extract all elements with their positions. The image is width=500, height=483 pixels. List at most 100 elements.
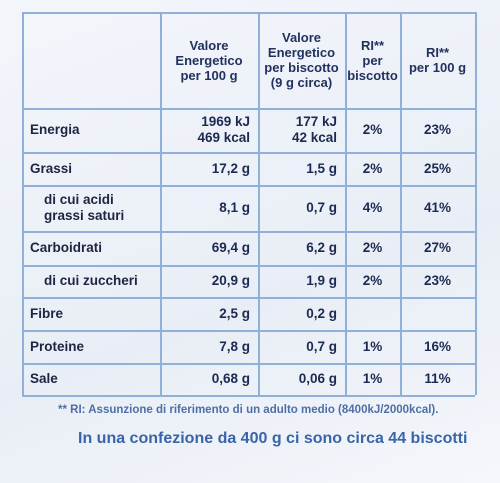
text-line: 2% xyxy=(362,122,383,137)
header-cell: Valore Energetico per biscotto (9 g circa) xyxy=(258,12,345,108)
value-cell: 0,68 g xyxy=(160,363,258,395)
text-line: RI** xyxy=(360,37,385,53)
text-line: 23% xyxy=(423,122,452,137)
header-cell: RI** per 100 g xyxy=(400,12,475,108)
value-cell: 1% xyxy=(345,363,400,395)
row-label: Fibre xyxy=(22,297,160,330)
text-line: 42 kcal xyxy=(291,130,337,145)
grid-line xyxy=(258,12,260,395)
value-cell: 4% xyxy=(345,185,400,231)
grid-line xyxy=(475,12,477,395)
text-line: 0,7 g xyxy=(306,338,337,354)
grid-line xyxy=(22,297,475,299)
text-line: 6,2 g xyxy=(306,240,337,255)
serving-note: In una confezione da 400 g ci sono circa… xyxy=(78,430,468,447)
row-label: Proteine xyxy=(22,330,160,363)
value-cell: 2% xyxy=(345,152,400,185)
value-cell: 1,9 g xyxy=(258,265,345,297)
text-line: 0,68 g xyxy=(211,371,250,386)
value-cell: 0,2 g xyxy=(258,297,345,330)
text-line: 1969 kJ xyxy=(201,114,250,129)
value-cell: 0,7 g xyxy=(258,330,345,363)
value-cell: 11% xyxy=(400,363,475,395)
text-line: Energetico xyxy=(267,45,336,60)
row-label: di cui zuccheri xyxy=(22,265,160,297)
text-line: 1% xyxy=(362,371,383,386)
text-line: 69,4 g xyxy=(211,240,250,255)
value-cell: 2% xyxy=(345,108,400,152)
row-label: Sale xyxy=(22,363,160,395)
text-line: 2% xyxy=(362,160,383,176)
value-cell: 0,06 g xyxy=(258,363,345,395)
text-line: Energia xyxy=(30,122,80,137)
grid-line xyxy=(22,185,475,187)
value-cell: 1,5 g xyxy=(258,152,345,185)
text-line: 27% xyxy=(423,240,452,255)
text-line: 0,06 g xyxy=(298,371,337,386)
grid-line xyxy=(22,231,475,233)
text-line: 20,9 g xyxy=(211,273,250,288)
value-cell: 1969 kJ 469 kcal xyxy=(160,108,258,152)
row-label: Grassi xyxy=(22,152,160,185)
row-label: Carboidrati xyxy=(22,231,160,265)
text-line: Valore xyxy=(281,30,322,45)
text-line: 2,5 g xyxy=(219,305,250,321)
text-line: 177 kJ xyxy=(295,114,337,129)
grid-line xyxy=(22,363,475,365)
value-cell: 23% xyxy=(400,265,475,297)
grid-line xyxy=(22,12,24,395)
header-cell: RI** per biscotto xyxy=(345,12,400,108)
text-line: Grassi xyxy=(30,160,73,176)
grid-line xyxy=(22,395,475,397)
text-line: 7,8 g xyxy=(219,338,250,354)
grid-line xyxy=(345,12,347,395)
text-line: 17,2 g xyxy=(211,160,250,176)
text-line: (9 g circa) xyxy=(270,75,333,90)
value-cell: 8,1 g xyxy=(160,185,258,231)
text-line: 11% xyxy=(424,371,451,386)
value-cell: 41% xyxy=(400,185,475,231)
value-cell: 2% xyxy=(345,265,400,297)
text-line: 0,2 g xyxy=(306,305,337,321)
text-line: 23% xyxy=(423,273,452,288)
text-line: 8,1 g xyxy=(219,200,250,215)
grid-line xyxy=(22,152,475,154)
value-cell: 27% xyxy=(400,231,475,265)
row-label: Energia xyxy=(22,108,160,152)
text-line: Carboidrati xyxy=(30,240,103,255)
footnote: ** RI: Assunzione di riferimento di un a… xyxy=(58,404,439,416)
text-line: 41% xyxy=(423,200,452,215)
value-cell: 20,9 g xyxy=(160,265,258,297)
grid-line xyxy=(22,12,475,14)
value-cell: 1% xyxy=(345,330,400,363)
value-cell: 23% xyxy=(400,108,475,152)
text-line: per 100 g xyxy=(180,67,238,83)
text-line: 4% xyxy=(362,200,383,215)
text-line: 16% xyxy=(423,338,452,354)
row-label: di cui acidi grassi saturi xyxy=(22,185,160,231)
text-line: 1,5 g xyxy=(306,160,337,176)
text-line: Valore xyxy=(189,37,229,53)
value-cell: 0,7 g xyxy=(258,185,345,231)
text-line: Energetico xyxy=(175,52,243,68)
text-line: 1,9 g xyxy=(306,273,337,288)
grid-line xyxy=(160,12,162,395)
text-line: Proteine xyxy=(30,338,85,354)
text-line: RI** xyxy=(425,45,450,60)
value-cell: 2% xyxy=(345,231,400,265)
text-line: 0,7 g xyxy=(306,200,337,215)
value-cell: 16% xyxy=(400,330,475,363)
value-cell: 69,4 g xyxy=(160,231,258,265)
text-line: per biscotto xyxy=(264,60,339,75)
text-line: 25% xyxy=(423,160,452,176)
text-line: Sale xyxy=(30,371,58,386)
text-line: 469 kcal xyxy=(197,130,250,145)
value-cell: 17,2 g xyxy=(160,152,258,185)
value-cell: 6,2 g xyxy=(258,231,345,265)
text-line: 1% xyxy=(362,338,383,354)
grid-line xyxy=(22,265,475,267)
grid-line xyxy=(22,330,475,332)
value-cell: 25% xyxy=(400,152,475,185)
text-line: di cui acidi xyxy=(44,192,114,207)
value-cell: 177 kJ 42 kcal xyxy=(258,108,345,152)
